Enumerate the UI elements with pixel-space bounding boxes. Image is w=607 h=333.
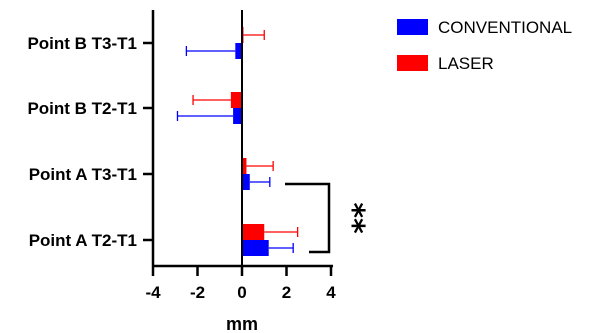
significance-annotation: ** [285,182,370,254]
bar-conventional-point-b-t2-t1 [233,108,242,124]
bar-conventional-point-a-t2-t1 [242,240,269,256]
legend-label-conventional: CONVENTIONAL [438,18,572,37]
bar-laser-point-a-t2-t1 [242,224,265,240]
legend-swatch-conventional [397,19,428,35]
category-label-point-b-t3-t1: Point B T3-T1 [27,34,137,53]
legend-label-laser: LASER [438,54,494,73]
legend: CONVENTIONAL LASER [397,18,572,73]
x-tick-label: -4 [145,283,161,302]
bar-conventional-point-a-t3-t1 [242,174,250,190]
x-tick-label: 0 [237,283,246,302]
bar-laser-point-a-t3-t1 [242,158,247,174]
category-label-point-a-t2-t1: Point A T2-T1 [29,231,137,250]
category-labels: Point B T3-T1 Point B T2-T1 Point A T3-T1 P… [27,34,137,250]
bar-conventional-point-b-t3-t1 [235,43,242,59]
legend-swatch-laser [397,55,428,71]
significance-label: ** [335,202,370,234]
bar-laser-point-b-t2-t1 [230,92,242,108]
x-tick-label: 2 [282,283,291,302]
x-tick-label: 4 [326,283,336,302]
category-label-point-b-t2-t1: Point B T2-T1 [27,99,137,118]
x-axis-title: mm [226,314,258,333]
significance-bracket [285,182,331,254]
x-axis-ticks: -4 -2 0 2 4 [145,266,336,302]
x-tick-label: -2 [190,283,205,302]
chart-marks [176,27,299,256]
category-label-point-a-t3-t1: Point A T3-T1 [29,165,137,184]
